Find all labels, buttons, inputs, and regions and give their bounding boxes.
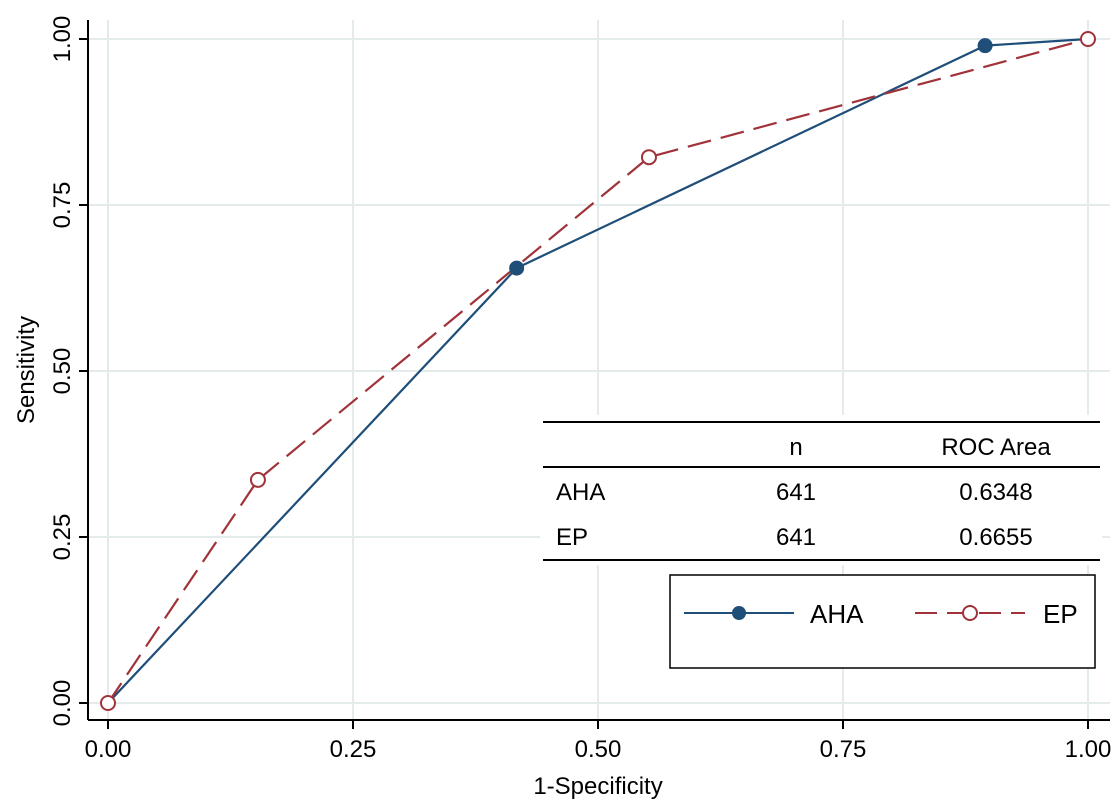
grid-lines [88, 20, 1110, 720]
table-row-aha-n: 641 [776, 479, 816, 506]
ep-point [1080, 31, 1096, 47]
ep-point [249, 471, 266, 488]
table-row-ep-label: EP [556, 524, 588, 551]
y-tick-label: 0.00 [49, 680, 76, 727]
table-row-aha-label: AHA [556, 479, 605, 506]
ticks: 0.00 0.25 0.50 0.75 1.00 0.00 0.25 0.50 0.75 1.00 [49, 16, 1111, 763]
x-tick-label: 0.50 [575, 736, 622, 763]
roc-table-background [540, 415, 1102, 565]
x-axis-title: 1-Specificity [533, 773, 662, 800]
table-header-n: n [789, 434, 802, 461]
aha-point [509, 260, 525, 276]
aha-series-line [107, 37, 1089, 704]
ep-series-line [107, 37, 1089, 704]
x-tick-label: 0.75 [820, 736, 867, 763]
y-tick-label: 0.50 [49, 348, 76, 395]
ep-point [100, 695, 116, 711]
x-tick-label: 1.00 [1065, 736, 1112, 763]
legend-ep-marker [962, 605, 978, 621]
table-row-aha-roc: 0.6348 [959, 479, 1032, 506]
legend-ep-label: EP [1043, 599, 1078, 629]
y-tick-label: 0.75 [49, 182, 76, 229]
legend: AHA EP [669, 574, 1096, 669]
table-header-roc-area: ROC Area [941, 434, 1051, 461]
y-axis-title: Sensitivity [13, 316, 40, 424]
legend-box [669, 574, 1096, 669]
legend-aha-label: AHA [810, 599, 864, 629]
ep-point [640, 149, 657, 166]
x-tick-label: 0.25 [330, 736, 377, 763]
aha-point [977, 38, 993, 54]
series [100, 31, 1096, 711]
x-tick-label: 0.00 [85, 736, 132, 763]
roc-table: n ROC Area AHA 641 0.6348 EP 641 0.6655 [540, 415, 1102, 565]
legend-aha-marker [732, 606, 746, 620]
table-row-ep-n: 641 [776, 524, 816, 551]
y-tick-label: 0.25 [49, 514, 76, 561]
y-tick-label: 1.00 [49, 16, 76, 63]
table-row-ep-roc: 0.6655 [959, 524, 1032, 551]
